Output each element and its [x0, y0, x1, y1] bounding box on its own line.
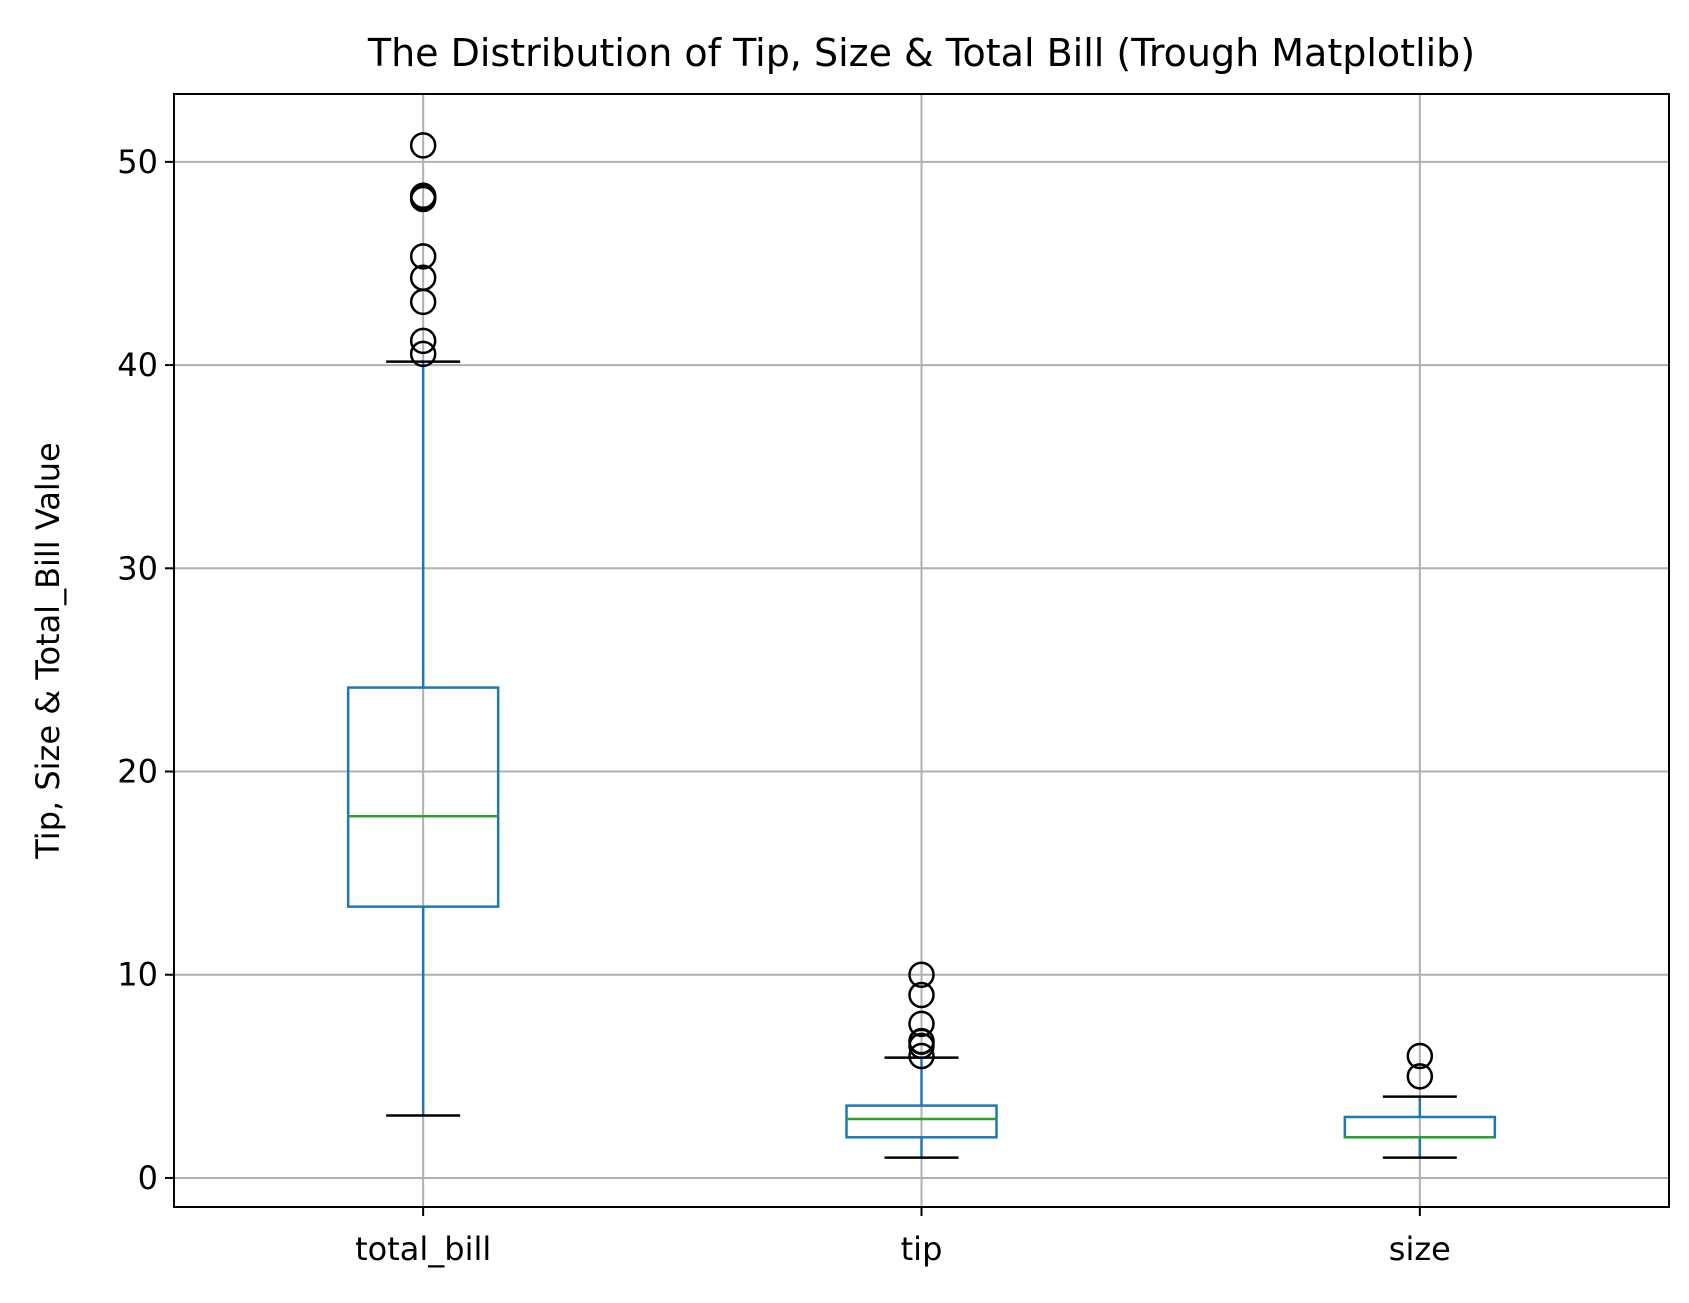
x-axis: total_bill tip size	[355, 1207, 1451, 1268]
x-tick-label: tip	[901, 1230, 943, 1268]
y-tick-label: 40	[117, 346, 158, 384]
plot-area	[346, 132, 1497, 1159]
box-total_bill	[346, 132, 500, 1117]
x-tick-label: total_bill	[355, 1230, 491, 1268]
outlier-point	[908, 961, 935, 988]
grid-lines	[174, 94, 1669, 1207]
y-axis-label: Tip, Size & Total_Bill Value	[29, 442, 67, 860]
iqr-box	[346, 686, 500, 908]
outlier-point	[1406, 1042, 1434, 1070]
box-tip	[845, 961, 998, 1159]
chart-title: The Distribution of Tip, Size & Total Bi…	[367, 31, 1475, 75]
outlier-point	[908, 981, 935, 1009]
y-tick-label: 30	[117, 549, 158, 587]
x-tick-label: size	[1389, 1230, 1451, 1268]
outlier-point	[409, 243, 437, 270]
outlier-point	[908, 1042, 935, 1070]
y-tick-label: 50	[117, 143, 158, 181]
outlier-point	[409, 327, 437, 355]
y-tick-label: 0	[138, 1159, 158, 1197]
y-axis: 0 10 20 30 40 50	[117, 143, 174, 1197]
y-tick-label: 20	[117, 753, 158, 791]
outlier-point	[908, 1010, 935, 1038]
box-size	[1343, 1042, 1497, 1159]
outlier-point	[409, 182, 437, 210]
outlier-point	[409, 340, 437, 368]
outlier-point	[409, 264, 437, 291]
y-tick-label: 10	[117, 956, 158, 994]
outlier-point	[1406, 1063, 1434, 1090]
iqr-box	[845, 1104, 998, 1139]
outlier-point	[908, 1027, 935, 1055]
outlier-point	[409, 132, 437, 159]
